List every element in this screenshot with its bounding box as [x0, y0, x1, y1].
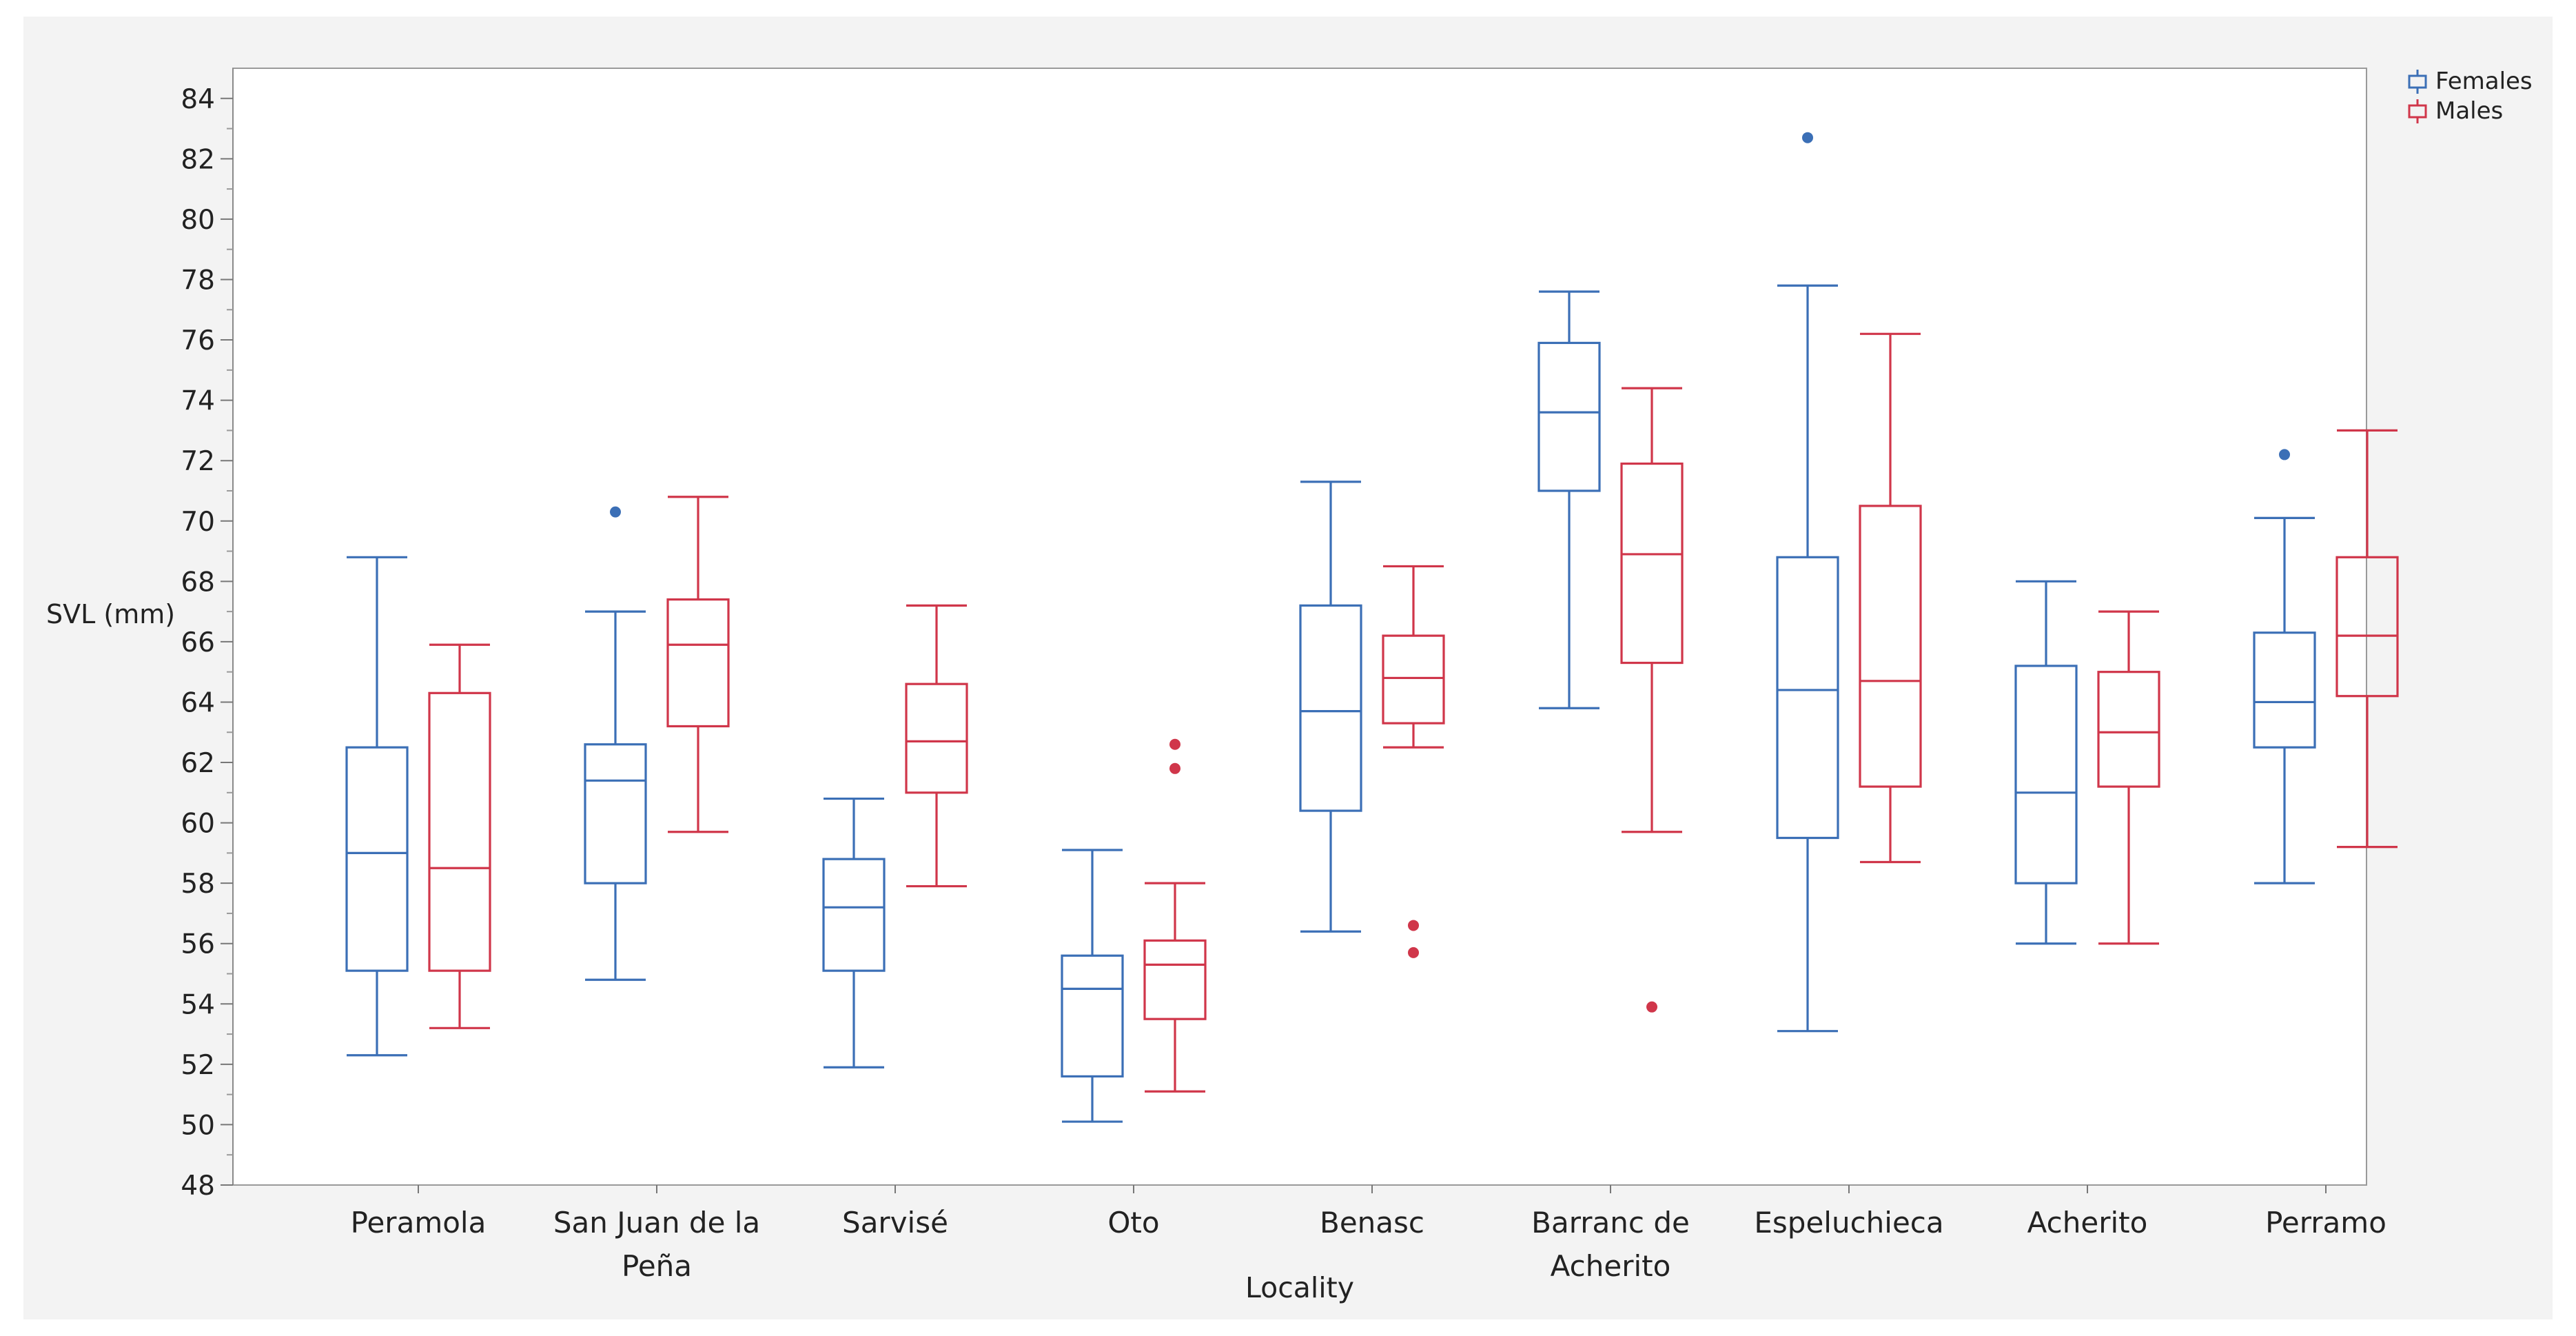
iqr-box [1299, 604, 1362, 812]
box-females [822, 797, 886, 1069]
y-tick-label: 78 [181, 265, 215, 296]
legend-label: Males [2435, 97, 2503, 125]
y-tick-label: 48 [181, 1171, 215, 1202]
boxplot-chart: 48 50 52 54 56 58 60 62 64 66 68 70 72 74 76 78 80 82 84 P… [46, 68, 2533, 1304]
box-females [2014, 580, 2078, 945]
box-females [584, 506, 647, 981]
y-tick-label: 84 [181, 84, 215, 115]
x-axis: Peramola San Juan de la Peña Sarvisé Oto Bena… [351, 1185, 2386, 1283]
outlier-point [1408, 947, 1419, 958]
box-males [428, 643, 491, 1029]
outlier-point [1408, 920, 1419, 931]
y-tick-label: 72 [181, 446, 215, 477]
iqr-box [1143, 939, 1207, 1020]
iqr-box [2097, 671, 2160, 788]
y-tick-label: 54 [181, 989, 215, 1020]
iqr-box [584, 743, 647, 884]
legend-swatch [2408, 74, 2427, 89]
x-tick-label: Acherito [2027, 1206, 2148, 1239]
box-males [2335, 429, 2399, 849]
legend-label: Females [2435, 68, 2533, 95]
outlier-point [1169, 762, 1180, 774]
y-tick-label: 56 [181, 929, 215, 960]
x-tick-label: Perramo [2265, 1206, 2386, 1239]
y-tick-label: 82 [181, 144, 215, 175]
y-tick-label: 60 [181, 809, 215, 840]
box-females [2253, 449, 2316, 884]
box-males [1143, 738, 1207, 1093]
outlier-point [1802, 132, 1813, 143]
iqr-box [1061, 954, 1124, 1077]
outlier-point [610, 506, 621, 518]
x-tick-label: Barranc de [1531, 1206, 1690, 1239]
x-axis-label: Locality [1245, 1271, 1354, 1304]
iqr-box [2014, 665, 2078, 884]
x-tick-label: Peña [622, 1249, 692, 1283]
y-tick-label: 64 [181, 687, 215, 718]
y-tick-label: 76 [181, 325, 215, 356]
box-females [1776, 132, 1839, 1033]
legend-swatch [2408, 104, 2427, 119]
y-tick-label: 68 [181, 567, 215, 598]
iqr-box [345, 746, 409, 972]
iqr-box [1620, 462, 1684, 665]
y-tick-label: 70 [181, 507, 215, 538]
y-tick-label: 58 [181, 869, 215, 900]
box-males [2097, 610, 2160, 945]
legend-entry-females: Females [2408, 68, 2533, 95]
y-tick-label: 62 [181, 748, 215, 779]
iqr-box [2253, 631, 2316, 749]
iqr-box [2335, 556, 2399, 698]
outlier-point [1169, 738, 1180, 750]
iqr-box [905, 682, 968, 794]
iqr-box [1382, 634, 1445, 725]
y-axis-label: SVL (mm) [46, 599, 175, 629]
x-tick-label: Sarvisé [842, 1206, 948, 1239]
legend-entry-males: Males [2408, 97, 2503, 125]
box-females [1299, 480, 1362, 933]
iqr-box [1776, 556, 1839, 840]
y-tick-label: 50 [181, 1110, 215, 1141]
box-females [1061, 849, 1124, 1123]
x-tick-label: Benasc [1320, 1206, 1424, 1239]
x-tick-label: Espeluchieca [1754, 1206, 1943, 1239]
y-tick-label: 52 [181, 1050, 215, 1081]
iqr-box [1537, 341, 1601, 492]
x-tick-label: Oto [1107, 1206, 1159, 1239]
box-males [1620, 387, 1684, 1013]
iqr-box [1859, 505, 1922, 788]
outlier-point [2279, 449, 2290, 460]
y-tick-label: 66 [181, 627, 215, 658]
box-males [666, 496, 730, 833]
x-tick-label: Acherito [1551, 1249, 1671, 1283]
iqr-box [666, 598, 730, 728]
box-series [345, 132, 2399, 1123]
outlier-point [1646, 1001, 1657, 1013]
box-females [1537, 290, 1601, 709]
y-tick-label: 74 [181, 386, 215, 417]
box-males [905, 604, 968, 888]
x-tick-label: Peramola [351, 1206, 487, 1239]
x-tick-label: San Juan de la [553, 1206, 760, 1239]
box-males [1382, 565, 1445, 958]
iqr-box [822, 858, 886, 972]
y-tick-label: 80 [181, 205, 215, 236]
box-males [1859, 332, 1922, 864]
box-females [345, 556, 409, 1057]
y-axis: 48 50 52 54 56 58 60 62 64 66 68 70 72 74 76 78 80 82 84 [181, 68, 234, 1202]
iqr-box [428, 691, 491, 972]
chart-panel: 48 50 52 54 56 58 60 62 64 66 68 70 72 74 76 78 80 82 84 P… [23, 17, 2553, 1319]
